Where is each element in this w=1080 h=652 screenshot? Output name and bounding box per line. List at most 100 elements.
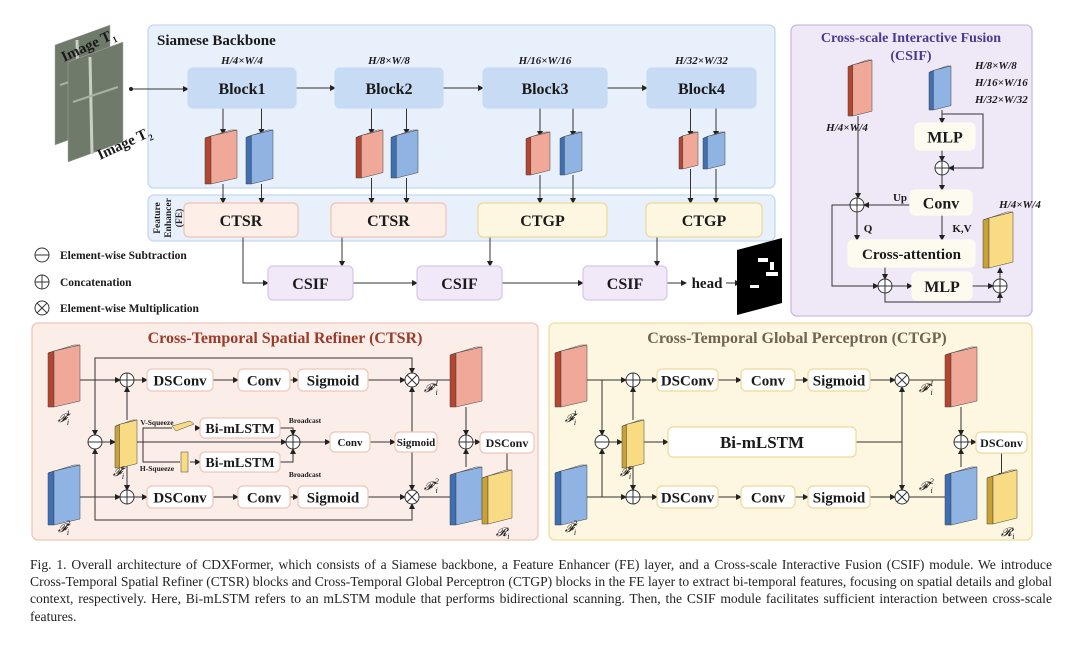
ctsr-top-sigmoid-label: Sigmoid — [307, 373, 360, 389]
ctgp-top-sigmoid — [807, 368, 871, 392]
math-sub: i — [574, 418, 576, 427]
broadcast-label-1: Broadcast — [289, 416, 322, 425]
csif-conv-label: Conv — [923, 195, 959, 212]
ctsr-out-dsconv-label: DSConv — [486, 436, 529, 450]
ctgp-f2-feature — [560, 464, 588, 526]
connector-arrow — [94, 357, 415, 380]
block-2 — [334, 67, 444, 109]
math-sub: i — [1012, 532, 1014, 541]
input-image-t2 — [67, 41, 124, 163]
fe-module-3 — [477, 202, 608, 238]
math-sub: i — [930, 388, 932, 397]
math-sup: 1 — [930, 379, 934, 388]
ctgp-fc-feature — [626, 419, 645, 469]
fe-module-2-label: CTSR — [367, 213, 410, 230]
math-sup: 2 — [573, 519, 577, 528]
feature-map-t1-stage3-side — [525, 136, 532, 176]
ctgp-f1-refined-feature — [950, 346, 978, 408]
ctgp-top-dsconv-label: DSConv — [661, 373, 715, 389]
v-squeeze-label: V-Squeeze — [140, 418, 174, 427]
math-sup: 1 — [435, 379, 439, 388]
otimes-icon-stroke — [406, 491, 418, 503]
block-3 — [482, 67, 608, 109]
math-base: 𝓕′ — [919, 479, 932, 493]
feature-map-t2-stage2-side — [390, 135, 397, 179]
ctsr-bi-mlstm-vertical — [199, 417, 281, 439]
block-4 — [646, 67, 757, 109]
ctgp-f1-feature — [560, 344, 588, 408]
ctgp-bottom-conv-label: Conv — [751, 490, 786, 506]
image-label-sub: 2 — [147, 132, 156, 143]
ctsr-r-label: 𝓡i — [496, 525, 510, 541]
connector-arrow — [142, 442, 180, 463]
ctsr-title: Cross-Temporal Spatial Refiner (CTSR) — [148, 330, 423, 347]
head-label: head — [692, 276, 724, 292]
ctgp-f1-feature-side — [554, 350, 562, 408]
connector-arrow — [942, 113, 984, 171]
block-3-label: Block3 — [521, 81, 568, 98]
ctsr-f1-feature-side — [47, 350, 55, 408]
ctgp-r-label: 𝓡i — [1001, 525, 1015, 541]
fe-module-4 — [645, 202, 763, 238]
broadcast-label-2: Broadcast — [289, 470, 322, 479]
math-base: 𝓕′ — [424, 479, 437, 493]
ctgp-f2-refined-label: 𝓕′i2 — [919, 477, 934, 495]
connector-arrow — [884, 292, 1003, 303]
feature-map-t1-stage4 — [682, 131, 699, 170]
fe-module-4-label: CTGP — [682, 213, 727, 230]
ctsr-f1-refined-label: 𝓕′i1 — [424, 379, 439, 397]
ctsr-f1-refined-feature-side — [449, 352, 457, 408]
csif-mlp-label: MLP — [927, 129, 963, 146]
ctgp-top-dsconv — [656, 368, 719, 392]
h-squeeze-feature — [180, 451, 189, 473]
fe-module-2 — [330, 202, 447, 238]
ctsr-mid-sigmoid — [394, 431, 438, 453]
siamese-backbone-panel — [147, 24, 776, 189]
math-sup: 2 — [435, 477, 439, 486]
math-sub: i — [507, 532, 509, 541]
ctsr-f2-feature — [53, 464, 81, 526]
ctsr-r-feature-side — [481, 475, 489, 525]
backbone-title: Siamese Backbone — [157, 33, 276, 49]
otimes-icon-stroke — [896, 491, 908, 503]
figure-caption: Fig. 1. Overall architecture of CDXForme… — [30, 557, 1052, 624]
csif-kv-label: K,V — [952, 223, 971, 235]
math-sup: 2 — [66, 519, 70, 528]
ctsr-bottom-conv-label: Conv — [247, 490, 282, 506]
connector-arrow — [94, 497, 415, 521]
legend-otimes-label: Element-wise Multiplication — [60, 303, 200, 315]
csif-block-1 — [267, 265, 354, 301]
math-base: 𝓕′ — [424, 381, 437, 395]
csif-output-feature-side — [982, 217, 990, 269]
feature-map-t2-stage4 — [707, 131, 726, 170]
ctgp-f1-label: 𝓕i1 — [565, 409, 578, 427]
connector-arrow — [280, 448, 296, 463]
feature-map-t1-stage3 — [530, 131, 551, 176]
image-label-sub: 1 — [111, 34, 120, 45]
legend-ominus-label: Element-wise Subtraction — [60, 250, 187, 262]
input-junction-dot — [129, 87, 133, 91]
ctsr-top-dsconv-label: DSConv — [153, 373, 207, 389]
block-2-size: H/8×W/8 — [367, 55, 410, 67]
ctsr-f1-feature — [53, 344, 81, 408]
ctgp-r-feature-side — [986, 475, 994, 525]
csif-conv — [909, 189, 973, 216]
ctgp-r-feature — [992, 469, 1018, 525]
ctsr-f2-label: 𝓕i2 — [58, 519, 71, 537]
math-base: 𝓡 — [1001, 525, 1015, 539]
feature-map-t2-stage3 — [564, 131, 583, 176]
ctsr-f2-feature-side — [47, 470, 55, 526]
csif-block-2 — [416, 265, 503, 301]
fe-title-line: Enhancer — [164, 197, 174, 237]
input-image-t2-road — [88, 56, 94, 155]
csif-title-line1: Cross-scale Interactive Fusion — [821, 31, 1001, 46]
ctgp-bi-mlstm — [667, 426, 857, 458]
ctsr-top-dsconv — [146, 368, 214, 392]
ctgp-fc-feature-side — [621, 424, 627, 469]
ctsr-top-conv — [237, 368, 291, 392]
math-sub: i — [629, 472, 631, 481]
csif-high-level-feature-side — [928, 70, 934, 111]
v-squeeze-feature — [171, 420, 195, 432]
feature-map-t2-stage3-side — [559, 136, 565, 176]
